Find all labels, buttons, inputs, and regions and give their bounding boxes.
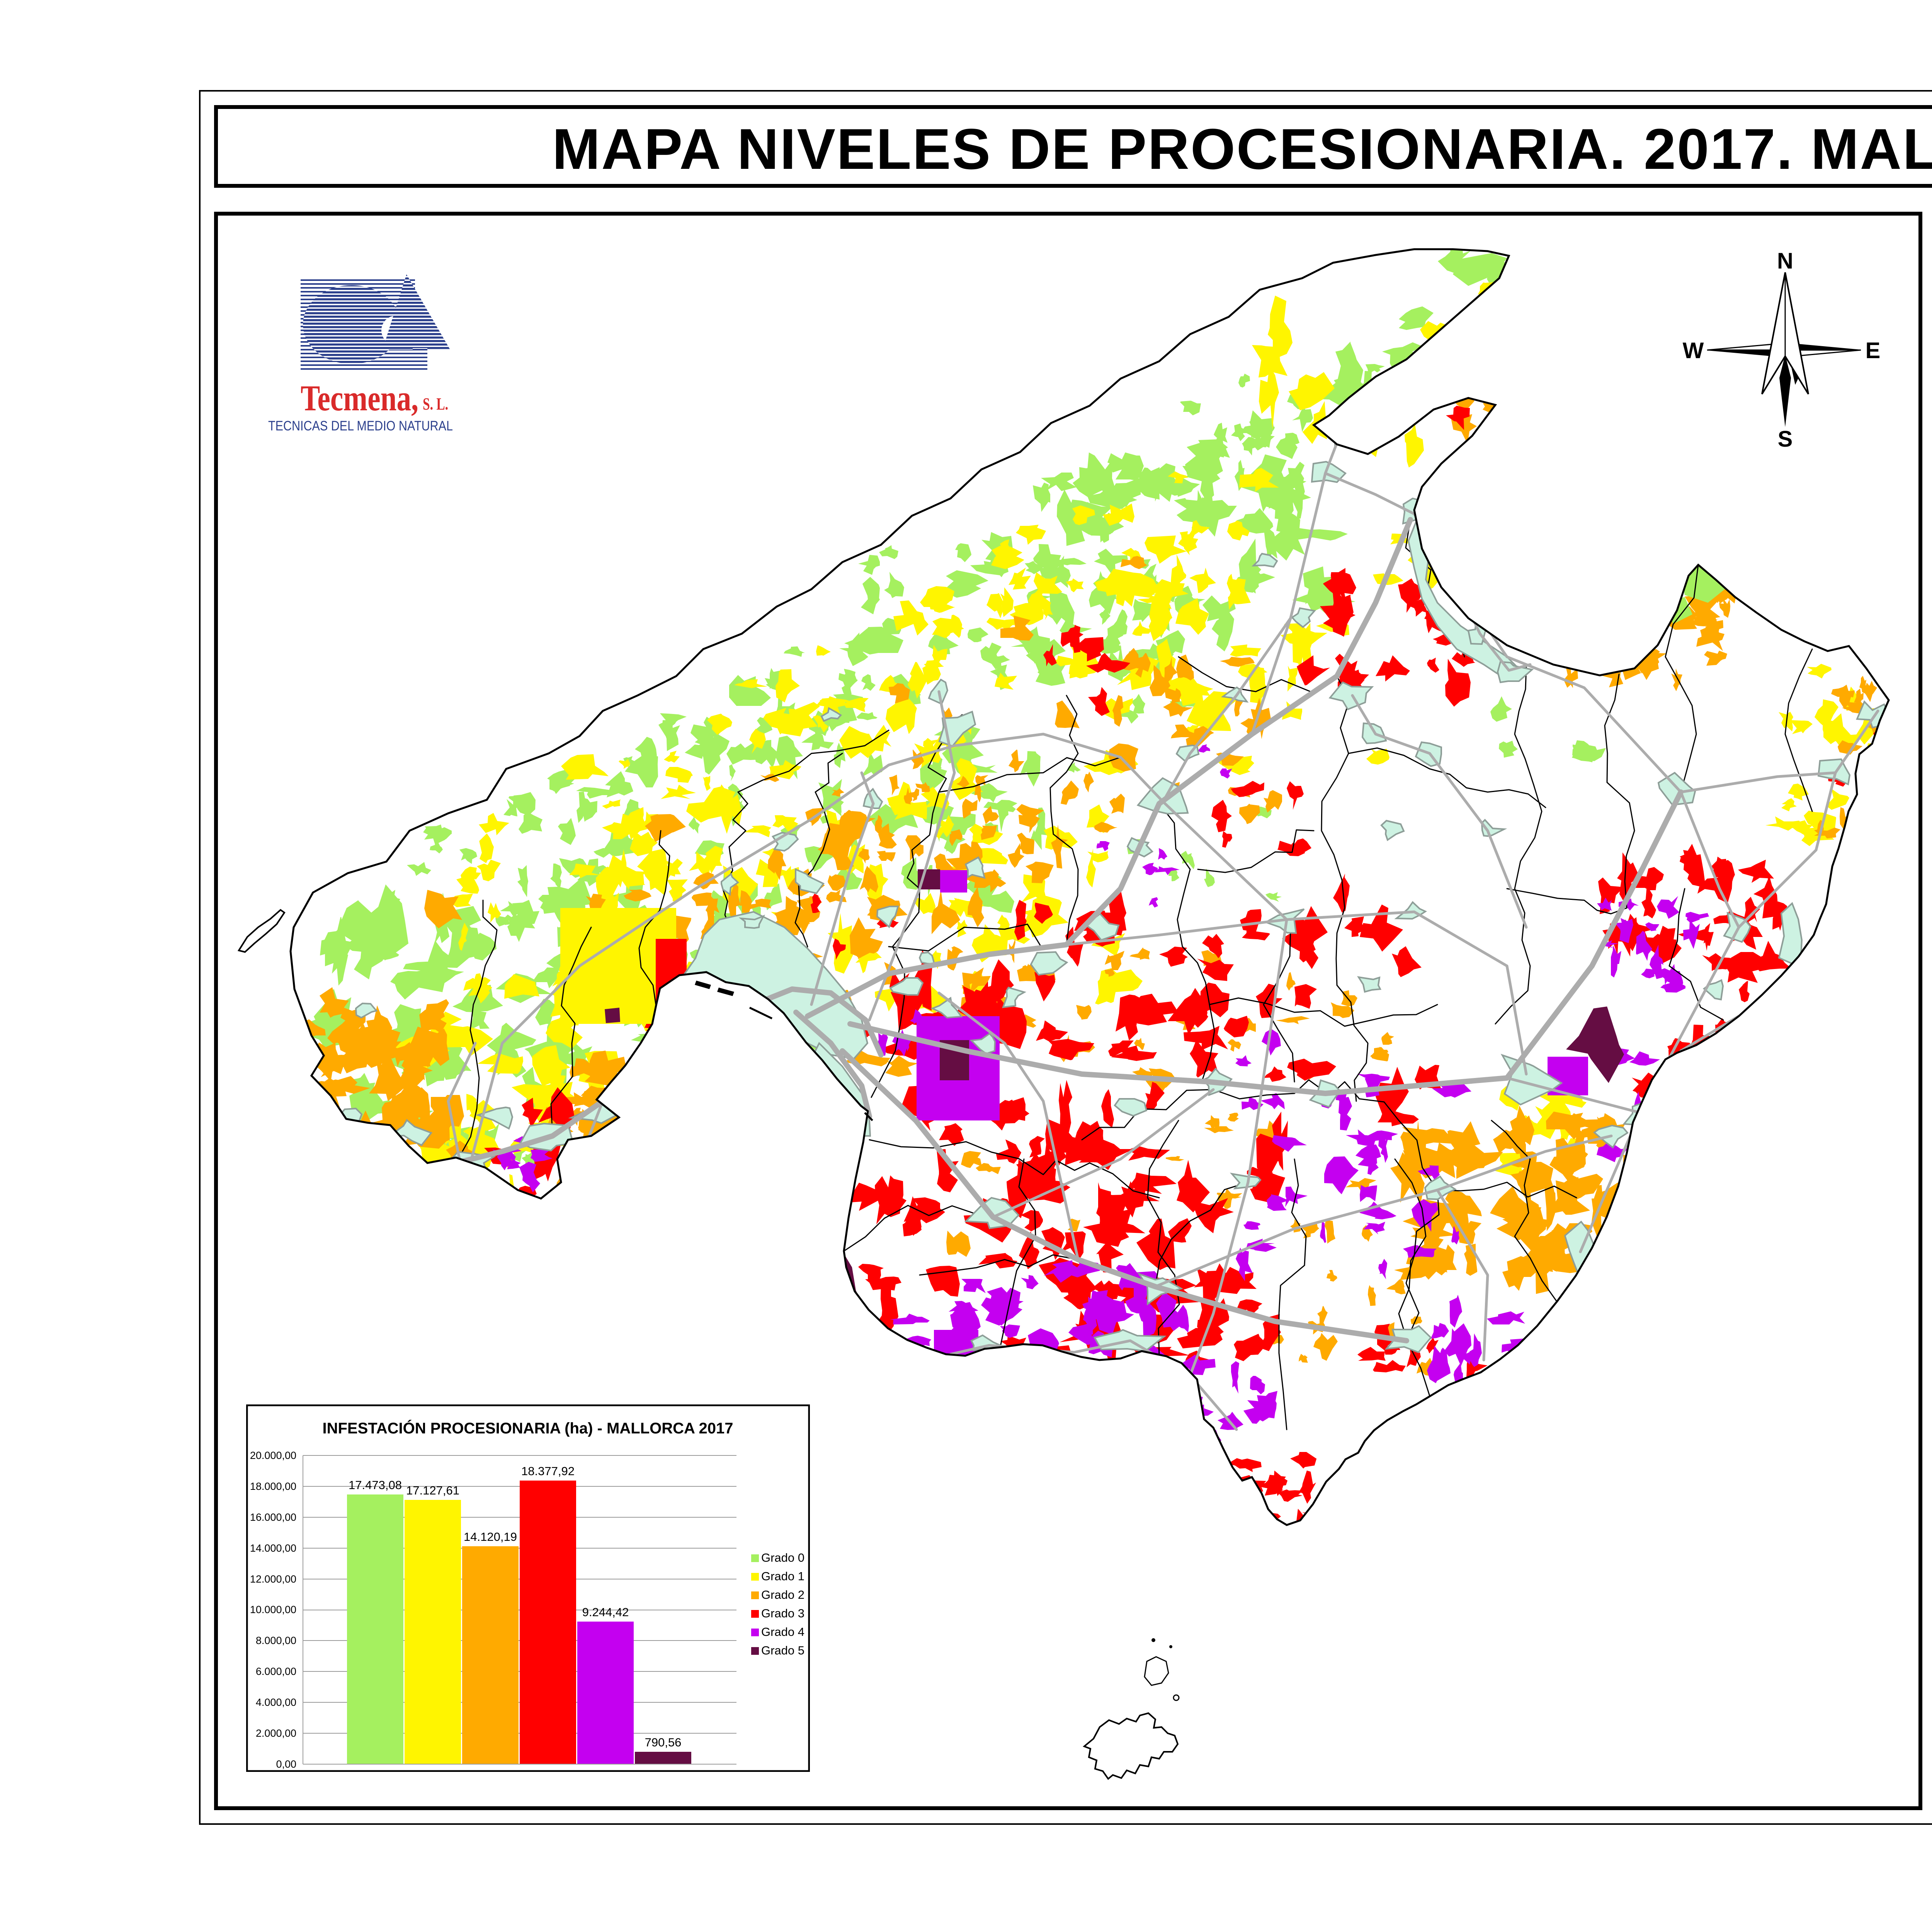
svg-text:18.377,92: 18.377,92 xyxy=(521,1464,575,1478)
svg-text:E: E xyxy=(1866,338,1881,363)
svg-text:Grado 3: Grado 3 xyxy=(761,1607,804,1620)
svg-text:18.000,00: 18.000,00 xyxy=(250,1481,296,1492)
svg-text:Grado 0: Grado 0 xyxy=(761,1551,804,1564)
svg-text:S. L.: S. L. xyxy=(423,394,448,413)
svg-text:17.473,08: 17.473,08 xyxy=(349,1478,402,1492)
svg-text:2.000,00: 2.000,00 xyxy=(256,1727,296,1739)
svg-text:10.000,00: 10.000,00 xyxy=(250,1604,296,1615)
svg-text:16.000,00: 16.000,00 xyxy=(250,1511,296,1523)
svg-text:TECNICAS DEL MEDIO NATURAL: TECNICAS DEL MEDIO NATURAL xyxy=(268,418,453,434)
svg-text:INFESTACIÓN PROCESIONARIA (ha): INFESTACIÓN PROCESIONARIA (ha) - MALLORC… xyxy=(322,1419,733,1437)
svg-text:6.000,00: 6.000,00 xyxy=(256,1666,296,1677)
svg-text:Grado 2: Grado 2 xyxy=(761,1588,804,1601)
svg-text:Grado 5: Grado 5 xyxy=(761,1644,804,1657)
svg-text:4.000,00: 4.000,00 xyxy=(256,1697,296,1708)
svg-text:N: N xyxy=(1777,248,1793,274)
svg-text:14.120,19: 14.120,19 xyxy=(464,1530,517,1544)
svg-text:9.244,42: 9.244,42 xyxy=(582,1605,629,1619)
svg-text:790,56: 790,56 xyxy=(645,1736,682,1749)
svg-text:14.000,00: 14.000,00 xyxy=(250,1542,296,1554)
svg-text:20.000,00: 20.000,00 xyxy=(250,1450,296,1461)
svg-text:S: S xyxy=(1778,427,1793,452)
svg-text:W: W xyxy=(1683,338,1704,363)
svg-text:Grado 4: Grado 4 xyxy=(761,1625,804,1639)
svg-text:Tecmena,: Tecmena, xyxy=(301,378,418,418)
svg-text:Grado 1: Grado 1 xyxy=(761,1569,804,1583)
svg-text:12.000,00: 12.000,00 xyxy=(250,1573,296,1585)
svg-text:0,00: 0,00 xyxy=(276,1758,296,1770)
svg-text:8.000,00: 8.000,00 xyxy=(256,1635,296,1646)
svg-text:17.127,61: 17.127,61 xyxy=(406,1484,459,1497)
